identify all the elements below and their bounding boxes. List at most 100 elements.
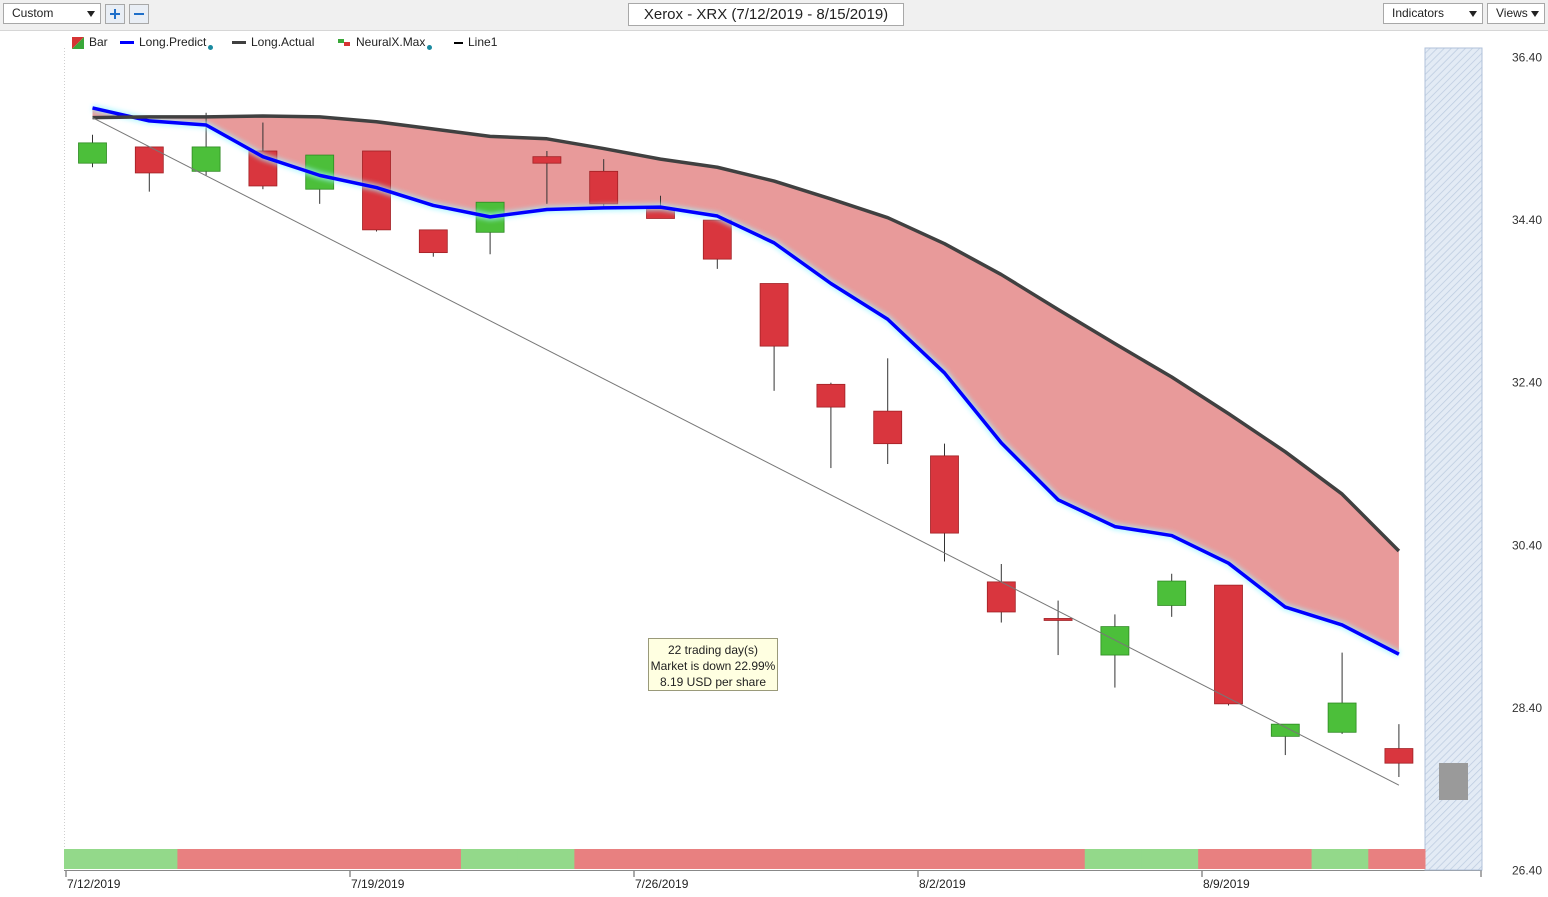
- candle: [589, 159, 619, 208]
- candle: [759, 283, 789, 391]
- plus-icon-vertical: [114, 9, 116, 19]
- candle-body: [78, 142, 107, 164]
- regime-band-segment: [631, 849, 689, 869]
- regime-band-segment: [1028, 849, 1086, 869]
- legend-item-neuralx-max[interactable]: NeuralX.Max: [338, 34, 433, 50]
- y-tick-label: 32.40: [1512, 376, 1542, 390]
- candle: [418, 229, 448, 257]
- candle: [78, 134, 107, 168]
- candle-body: [930, 455, 959, 534]
- regime-band-segment: [1084, 849, 1142, 869]
- spread-fill: [92, 107, 1399, 655]
- chart-title: Xerox - XRX (7/12/2019 - 8/15/2019): [628, 3, 904, 26]
- zoom-out-button[interactable]: [129, 4, 149, 24]
- y-tick-label: 26.40: [1512, 864, 1542, 878]
- legend-item-long-predict[interactable]: Long.Predict: [120, 34, 214, 50]
- legend-label: Long.Predict: [139, 35, 207, 49]
- candle-body: [418, 229, 448, 254]
- candle-body: [1327, 702, 1357, 733]
- candle-body: [1384, 748, 1414, 764]
- indicators-dropdown[interactable]: Indicators: [1383, 3, 1483, 24]
- line-swatch-icon: [454, 41, 463, 44]
- regime-band-segment: [404, 849, 462, 869]
- candle: [873, 358, 903, 464]
- chevron-down-icon: [87, 11, 95, 17]
- candle: [702, 219, 732, 269]
- candle: [532, 150, 562, 204]
- legend-label: Line1: [468, 35, 498, 49]
- views-label: Views: [1496, 6, 1528, 20]
- plot-frame: [64, 48, 1482, 871]
- candle-body: [134, 146, 164, 174]
- long-predict-line: [92, 106, 1400, 656]
- legend-item-long-actual[interactable]: Long.Actual: [232, 34, 314, 50]
- candle-body: [986, 581, 1016, 613]
- candle-body: [532, 156, 562, 164]
- chevron-down-icon: [1469, 11, 1477, 17]
- indicators-label: Indicators: [1392, 6, 1445, 20]
- candle: [134, 146, 164, 192]
- regime-band: [64, 849, 1426, 869]
- legend-item-line1[interactable]: Line1: [454, 34, 497, 50]
- regime-band-segment: [687, 849, 745, 869]
- x-tick-label: 7/19/2019: [351, 877, 405, 891]
- candle: [986, 563, 1016, 623]
- regime-band-segment: [1141, 849, 1199, 869]
- candle: [1100, 614, 1130, 688]
- regime-band-segment: [517, 849, 575, 869]
- trend-callout: 22 trading day(s) Market is down 22.99% …: [648, 638, 778, 691]
- candle: [1214, 584, 1243, 706]
- regime-band-segment: [1368, 849, 1426, 869]
- candle-body: [702, 219, 732, 260]
- long-actual-line: [92, 114, 1401, 553]
- x-tick-label: 7/26/2019: [635, 877, 689, 891]
- regime-band-segment: [177, 849, 235, 869]
- regime-band-segment: [744, 849, 802, 869]
- candle-body: [589, 170, 619, 205]
- regime-band-segment: [1198, 849, 1256, 869]
- candle: [1043, 600, 1073, 656]
- x-tick-label: 7/12/2019: [67, 877, 121, 891]
- x-tick-label: 8/2/2019: [919, 877, 966, 891]
- y-tick-label: 28.40: [1512, 701, 1542, 715]
- regime-band-segment: [574, 849, 632, 869]
- candle-body: [873, 410, 903, 445]
- callout-days: 22 trading day(s): [667, 643, 759, 657]
- regime-band-segment: [801, 849, 859, 869]
- regime-band-segment: [857, 849, 916, 869]
- y-tick-label: 30.40: [1512, 538, 1542, 552]
- candle-body: [1043, 618, 1073, 621]
- regime-band-segment: [1254, 849, 1313, 869]
- candle-body: [1214, 584, 1243, 705]
- candle: [930, 443, 959, 562]
- regime-band-segment: [1311, 849, 1369, 869]
- toolbar: Custom Xerox - XRX (7/12/2019 - 8/15/201…: [0, 0, 1548, 31]
- regime-band-segment: [64, 849, 122, 869]
- candle: [1384, 724, 1414, 778]
- x-axis: 7/12/2019 7/19/2019 7/26/2019 8/2/2019 8/9/2…: [65, 871, 1482, 891]
- views-dropdown[interactable]: Views: [1487, 3, 1545, 24]
- zoom-in-button[interactable]: [105, 4, 125, 24]
- forecast-bar: [1439, 763, 1468, 800]
- regime-band-segment: [234, 849, 292, 869]
- minus-icon: [134, 13, 144, 15]
- candle: [191, 112, 221, 176]
- y-axis: 36.40 34.40 32.40 30.40 28.40 26.40: [1512, 51, 1542, 878]
- neuralx-swatch-icon: [338, 38, 350, 46]
- candle-body: [1100, 626, 1130, 656]
- view-select[interactable]: Custom: [3, 3, 101, 24]
- legend-label: Bar: [89, 35, 108, 49]
- line-swatch-icon: [120, 41, 134, 45]
- candle-body: [759, 283, 789, 347]
- settings-dot-icon: [208, 45, 214, 50]
- candle-body: [1270, 723, 1300, 737]
- legend-label: NeuralX.Max: [356, 35, 426, 49]
- callout-usd: 8.19 USD per share: [659, 675, 767, 689]
- legend-item-bar[interactable]: Bar: [72, 34, 108, 50]
- regime-band-segment: [971, 849, 1029, 869]
- candle: [1327, 652, 1357, 734]
- regime-band-segment: [347, 849, 405, 869]
- line1-trendline: [92, 117, 1400, 786]
- candle: [1157, 573, 1187, 617]
